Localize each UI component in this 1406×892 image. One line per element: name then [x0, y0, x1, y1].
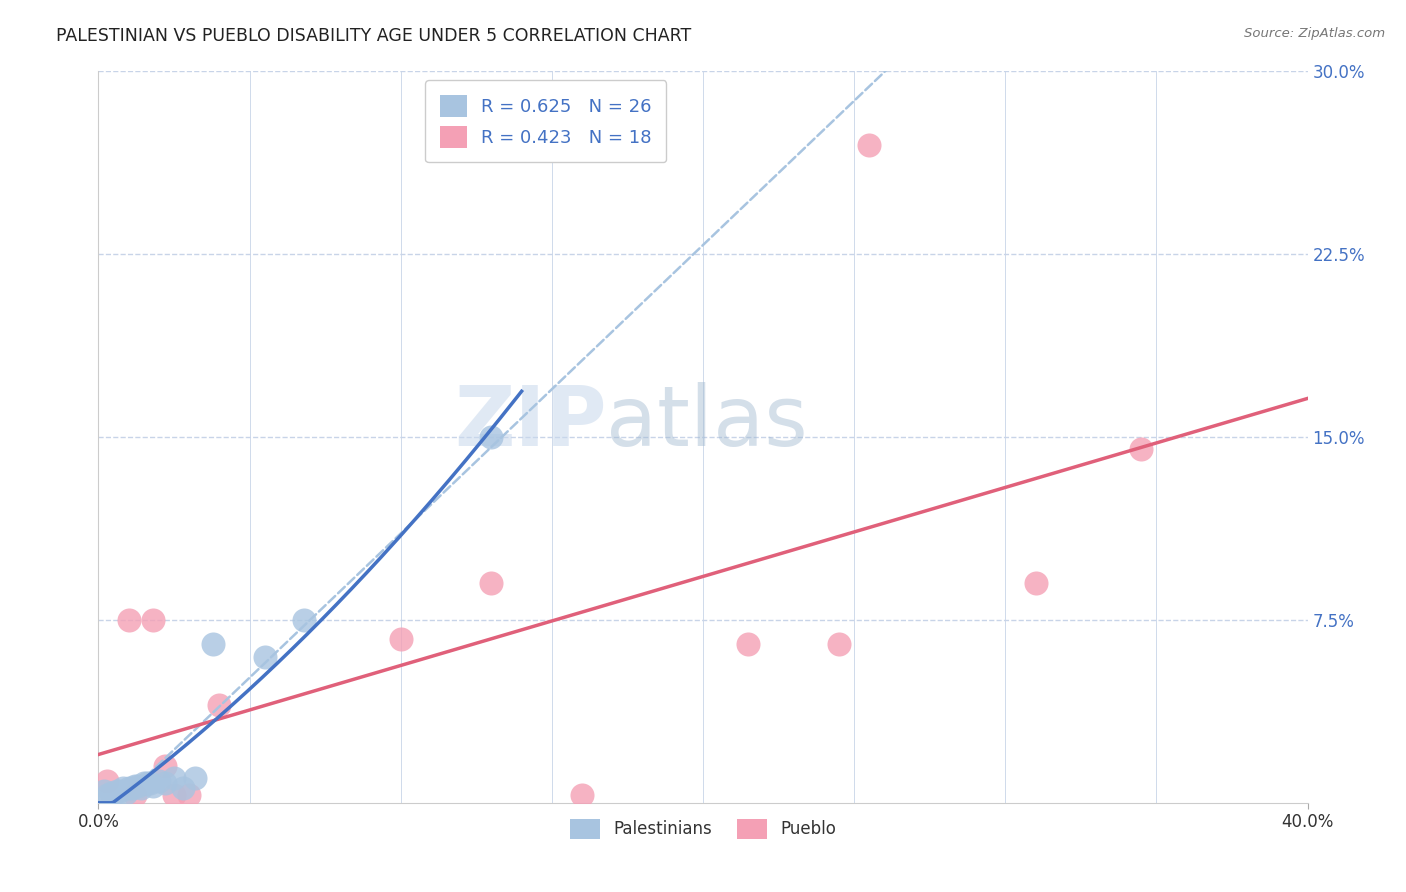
Point	[179, 789, 201, 803]
Point	[100, 786, 122, 800]
Point	[105, 783, 128, 797]
Point	[142, 779, 165, 793]
Point	[135, 776, 157, 790]
Point	[148, 773, 170, 788]
Point	[737, 637, 759, 651]
Point	[481, 576, 503, 591]
Point	[114, 786, 136, 800]
Text: PALESTINIAN VS PUEBLO DISABILITY AGE UNDER 5 CORRELATION CHART: PALESTINIAN VS PUEBLO DISABILITY AGE UND…	[56, 27, 692, 45]
Point	[1024, 576, 1046, 591]
Point	[124, 779, 146, 793]
Point	[124, 789, 146, 803]
Point	[172, 781, 194, 796]
Point	[1130, 442, 1153, 457]
Point	[292, 613, 315, 627]
Point	[571, 789, 593, 803]
Point	[481, 430, 503, 444]
Point	[103, 786, 125, 800]
Point	[828, 637, 851, 651]
Point	[129, 781, 152, 796]
Point	[139, 776, 162, 790]
Legend: Palestinians, Pueblo: Palestinians, Pueblo	[564, 812, 842, 846]
Point	[858, 137, 880, 152]
Text: atlas: atlas	[606, 382, 808, 463]
Point	[96, 773, 118, 788]
Point	[93, 783, 115, 797]
Point	[118, 781, 141, 796]
Point	[127, 779, 149, 793]
Text: ZIP: ZIP	[454, 382, 606, 463]
Text: Source: ZipAtlas.com: Source: ZipAtlas.com	[1244, 27, 1385, 40]
Point	[208, 698, 231, 713]
Point	[163, 789, 186, 803]
Point	[108, 783, 131, 797]
Point	[253, 649, 276, 664]
Point	[111, 781, 134, 796]
Point	[132, 776, 155, 790]
Point	[142, 613, 165, 627]
Point	[202, 637, 225, 651]
Point	[163, 772, 186, 786]
Point	[118, 613, 141, 627]
Point	[153, 759, 176, 773]
Point	[153, 776, 176, 790]
Point	[389, 632, 412, 647]
Point	[121, 781, 143, 796]
Point	[184, 772, 207, 786]
Point	[96, 789, 118, 803]
